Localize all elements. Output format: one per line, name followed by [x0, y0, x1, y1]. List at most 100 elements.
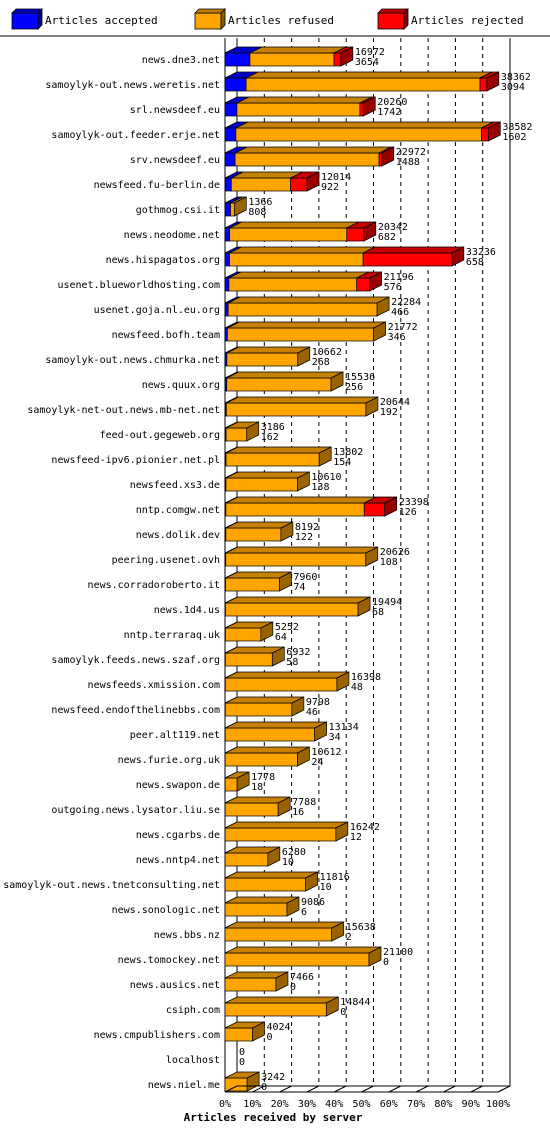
- value-label-total: 20644: [380, 397, 410, 408]
- bar-segment-side: [368, 946, 382, 967]
- server-name: csiph.com: [166, 1005, 220, 1016]
- bar-segment-side: [277, 796, 291, 817]
- value-label-total: 7960: [293, 572, 317, 583]
- bar-segment: [481, 127, 489, 142]
- x-tick-mark: [306, 1085, 320, 1093]
- value-label-accepted: 34: [329, 732, 341, 743]
- legend-swatch-top: [194, 8, 226, 14]
- bar-segment: [224, 977, 277, 992]
- server-name: news.neodome.net: [124, 230, 220, 241]
- bar-segment-top: [226, 371, 344, 379]
- legend-item: Articles refused: [194, 8, 334, 30]
- server-name: news.tomockey.net: [118, 955, 220, 966]
- x-tick-label: 100%: [486, 1099, 510, 1110]
- bar-segment: [224, 1077, 248, 1092]
- bar-segment-top: [225, 721, 327, 729]
- x-tick-label: 90%: [462, 1099, 480, 1110]
- bar-segment-side: [335, 821, 349, 842]
- bar-segment-side: [286, 896, 300, 917]
- value-label-accepted: 0: [261, 1082, 267, 1093]
- bar-segment: [225, 627, 262, 642]
- bar-segment-top: [228, 271, 369, 279]
- value-label-accepted: 0: [239, 1057, 245, 1068]
- bar-segment: [224, 827, 337, 842]
- value-label-total: 6932: [286, 647, 310, 658]
- bar-segment: [224, 1002, 327, 1017]
- server-row: samoylyk-out.news.tnetconsulting.net 1181…: [3, 871, 350, 893]
- bar-segment: [227, 302, 378, 317]
- bar-segment: [378, 152, 383, 167]
- value-label-total: 10610: [311, 472, 341, 483]
- bar-segment-side: [362, 96, 376, 117]
- bar-segment: [225, 527, 282, 542]
- legend: Articles accepted Articles refused Article…: [0, 8, 550, 37]
- server-name: peer.alt119.net: [130, 730, 220, 741]
- value-label-total: 20342: [378, 222, 408, 233]
- x-tick-label: 60%: [380, 1099, 398, 1110]
- value-label-accepted: 2: [346, 932, 352, 943]
- value-label-accepted: 0: [266, 1032, 272, 1043]
- server-name: samoylyk-net-out.news.mb-net.net: [27, 405, 220, 416]
- bar-segment-top: [225, 671, 350, 679]
- bar-segment-top: [225, 471, 310, 479]
- bar-segment-side: [325, 996, 339, 1017]
- bar-segment: [356, 277, 371, 292]
- bar-segment-side: [278, 571, 292, 592]
- server-name: samoylyk-out.news.weretis.net: [45, 80, 220, 91]
- bar-segment-side: [363, 221, 377, 242]
- legend-swatch-top: [11, 8, 43, 14]
- x-tick-mark: [415, 1085, 429, 1093]
- bar-segment: [224, 1027, 253, 1042]
- bar-segment: [224, 727, 315, 742]
- bar-segment: [224, 302, 229, 317]
- bar-segment-side: [381, 146, 395, 167]
- x-tick-mark: [333, 1085, 347, 1093]
- bar-segment: [224, 877, 306, 892]
- value-label-accepted: 576: [384, 282, 402, 293]
- legend-swatch: [377, 12, 405, 30]
- bar-segment-top: [224, 896, 300, 904]
- bar-segment-side: [314, 721, 327, 742]
- server-name: news.dne3.net: [142, 55, 220, 66]
- bar-segment: [225, 602, 359, 617]
- bar-segment-top: [229, 246, 376, 254]
- value-label-total: 3242: [261, 1072, 285, 1083]
- bar-segment: [224, 277, 230, 292]
- value-label-accepted: 162: [261, 432, 279, 443]
- server-name: news.corradoroberto.it: [88, 580, 220, 591]
- bar-segment: [225, 402, 367, 417]
- bar-segment-side: [384, 496, 398, 517]
- bar-segment-side: [331, 921, 345, 942]
- value-label-accepted: 268: [312, 357, 330, 368]
- bar-segment-side: [246, 421, 260, 442]
- bar-segment: [224, 327, 228, 342]
- value-label-total: 9086: [301, 897, 325, 908]
- server-name: feed-out.gegeweb.org: [100, 430, 220, 441]
- server-name: news.quux.org: [142, 380, 220, 391]
- bar-segment: [224, 202, 231, 217]
- server-name: samoylyk.feeds.news.szaf.org: [51, 655, 220, 666]
- bar-segment-top: [225, 496, 377, 504]
- value-label-total: 10662: [312, 347, 342, 358]
- value-label-accepted: 0: [290, 982, 296, 993]
- value-label-accepted: 3094: [501, 82, 525, 93]
- bar-segment-top: [249, 46, 347, 54]
- server-name: news.1d4.us: [154, 605, 220, 616]
- bar-segment-side: [275, 971, 289, 992]
- bar-segment-top: [225, 596, 371, 604]
- bar-segment-side: [267, 846, 281, 867]
